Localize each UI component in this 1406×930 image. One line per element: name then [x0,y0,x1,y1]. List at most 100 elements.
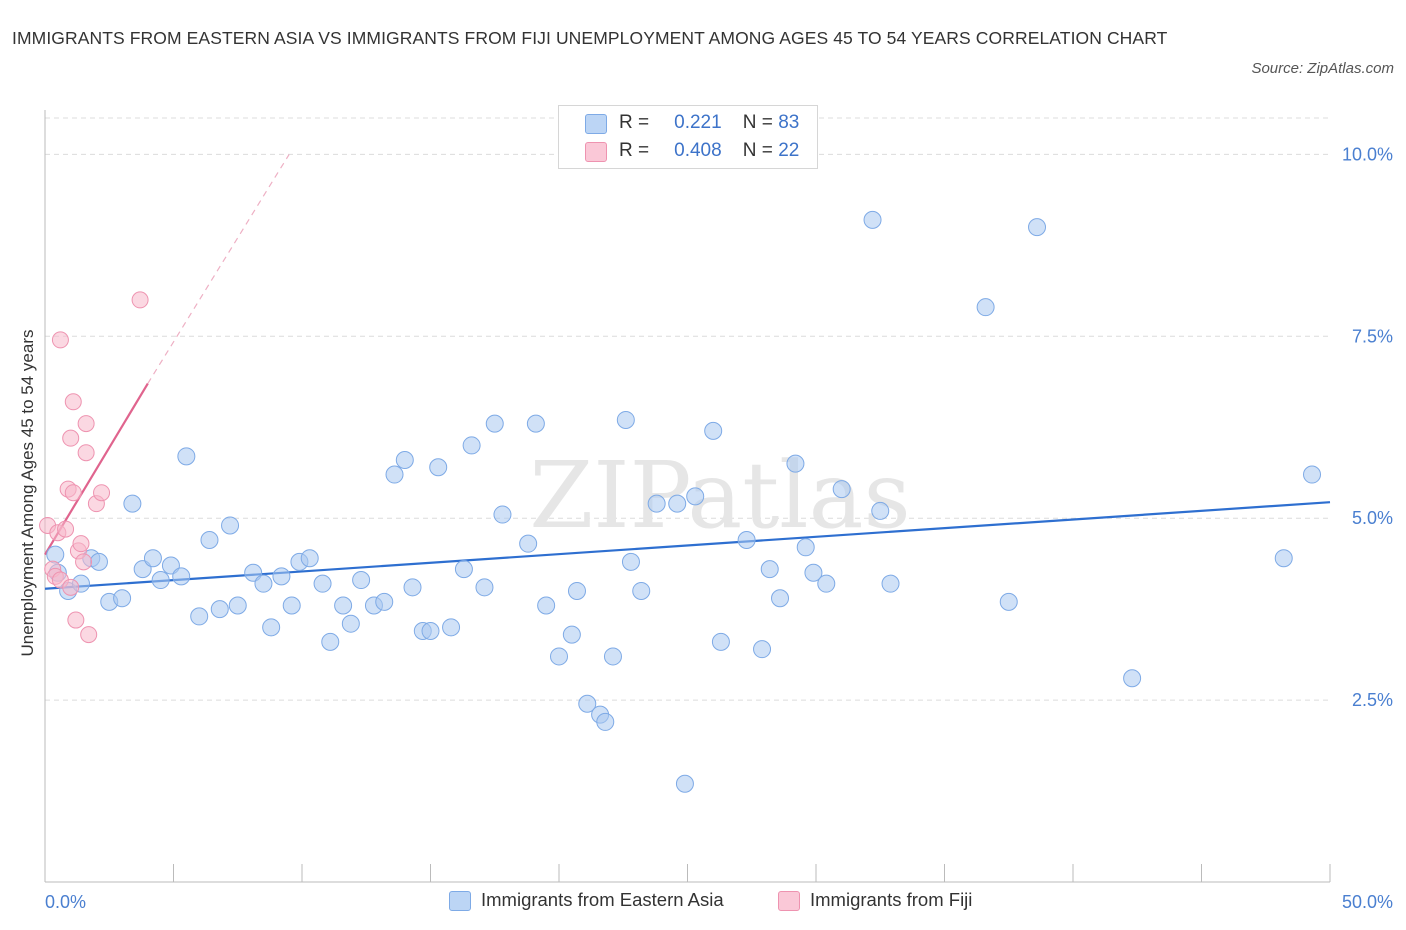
point-fiji [64,393,82,411]
point-eastern-asia [1123,669,1142,688]
point-eastern-asia [786,454,805,473]
watermark: ZIPatlas [529,442,910,549]
point-eastern-asia [753,640,772,659]
point-eastern-asia [863,210,882,229]
point-eastern-asia [123,494,142,513]
legend-n-value: 22 [778,140,800,161]
data-points [39,210,1322,793]
point-eastern-asia [526,414,545,433]
point-eastern-asia [632,581,651,600]
y-axis-label: Unemployment Among Ages 45 to 54 years [18,330,37,657]
legend-n-value: 83 [778,112,800,133]
point-eastern-asia [1274,549,1293,568]
point-eastern-asia [46,545,65,564]
point-fiji [51,331,69,349]
point-eastern-asia [321,632,340,651]
point-eastern-asia [550,647,568,666]
point-eastern-asia [621,552,640,571]
point-fiji [72,535,90,553]
point-eastern-asia [262,618,281,637]
point-eastern-asia [429,458,448,477]
point-eastern-asia [881,574,900,593]
point-eastern-asia [493,505,512,524]
point-eastern-asia [177,447,196,466]
point-eastern-asia [403,578,422,597]
stats-legend: R = 0.221 N = 83 R = 0.408 N = 22 [558,105,818,169]
point-eastern-asia [485,414,504,433]
legend-n-label: N = [742,112,773,133]
point-eastern-asia [475,578,494,597]
point-eastern-asia [143,549,162,568]
point-fiji [77,444,95,462]
point-eastern-asia [442,618,461,637]
point-eastern-asia [172,567,191,586]
point-eastern-asia [603,647,622,666]
legend-swatch-eastern-asia [449,891,471,911]
legend-r-value: 0.408 [674,140,722,161]
point-eastern-asia [771,589,790,608]
point-fiji [93,484,111,502]
point-eastern-asia [113,589,132,608]
point-eastern-asia [395,450,414,469]
point-eastern-asia [686,487,705,506]
point-fiji [80,626,98,644]
point-eastern-asia [341,614,360,633]
point-eastern-asia [999,592,1018,611]
point-eastern-asia [578,694,597,713]
point-eastern-asia [832,480,851,499]
y-tick-label: 10.0% [1342,144,1393,164]
point-eastern-asia [804,563,823,582]
legend-swatch-eastern-asia [585,114,607,134]
point-fiji [62,578,80,596]
legend-label-eastern-asia: Immigrants from Eastern Asia [481,889,724,910]
point-eastern-asia [151,571,170,590]
point-eastern-asia [210,600,229,619]
legend-r-label: R = [619,140,650,161]
point-eastern-asia [334,596,353,615]
x-tick-label: 0.0% [45,892,86,912]
point-eastern-asia [817,574,836,593]
legend-swatch-fiji [778,891,800,911]
point-eastern-asia [375,592,394,611]
legend-label-fiji: Immigrants from Fiji [810,889,973,910]
point-eastern-asia [616,410,635,429]
point-fiji [57,520,75,538]
point-eastern-asia [228,596,247,615]
point-eastern-asia [385,465,404,484]
point-eastern-asia [668,494,687,513]
axes [44,110,1331,883]
point-eastern-asia [89,552,108,571]
point-eastern-asia [675,774,694,793]
point-eastern-asia [737,531,756,550]
point-eastern-asia [976,298,995,317]
y-tick-label: 5.0% [1352,508,1393,528]
x-tick-label: 50.0% [1342,892,1393,912]
point-eastern-asia [567,581,586,600]
legend-r-label: R = [619,112,650,133]
legend-swatch-fiji [585,142,607,162]
y-tick-label: 2.5% [1352,690,1393,710]
point-eastern-asia [352,571,371,590]
point-eastern-asia [711,632,730,651]
point-eastern-asia [454,560,473,579]
point-eastern-asia [596,712,615,731]
legend-n-label: N = [742,140,773,161]
point-fiji [131,291,149,309]
point-fiji [62,429,80,447]
legend-r-value: 0.221 [674,112,722,133]
point-eastern-asia [272,567,291,586]
point-eastern-asia [462,436,481,455]
point-eastern-asia [1303,465,1322,484]
source-label: Source: ZipAtlas.com [1251,60,1394,77]
point-eastern-asia [704,421,723,440]
point-eastern-asia [300,549,319,568]
point-fiji [77,415,95,433]
point-eastern-asia [254,574,273,593]
point-fiji [75,553,93,571]
point-eastern-asia [537,596,556,615]
point-eastern-asia [871,501,890,520]
point-eastern-asia [562,625,581,644]
point-eastern-asia [200,531,219,550]
point-eastern-asia [421,621,440,640]
